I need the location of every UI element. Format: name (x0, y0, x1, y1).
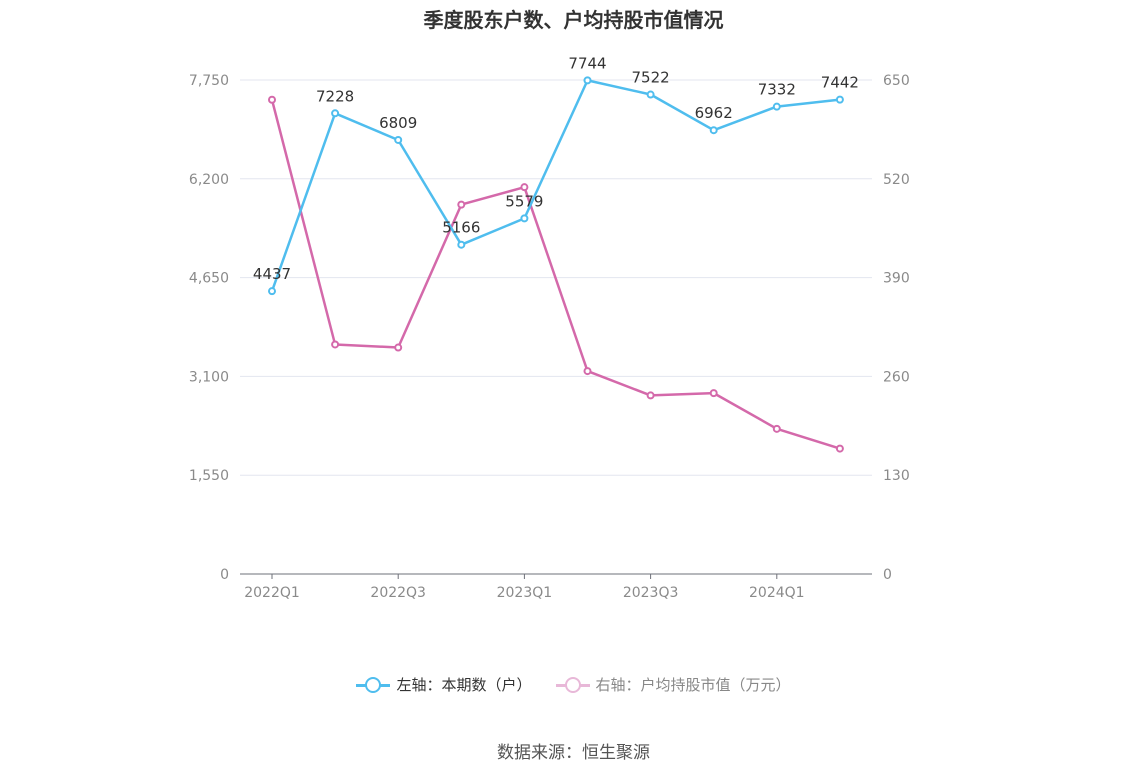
left-axis-tick-label: 0 (220, 567, 229, 583)
axes: 0 0 1,550 130 3,100 260 4,650 390 6,200 520 7,750 6… (189, 73, 910, 601)
legend-marker-blue-icon (356, 675, 391, 695)
data-point (835, 95, 844, 104)
data-label: 5166 (442, 219, 480, 237)
legend-label: 右轴：户均持股市值（万元） (595, 676, 791, 694)
data-label: 6809 (379, 114, 417, 132)
series-line (270, 79, 841, 292)
data-point (709, 126, 718, 135)
x-axis-tick-label: 2023Q1 (497, 585, 553, 601)
data-point (394, 135, 403, 144)
data-point (520, 183, 529, 192)
data-point (646, 391, 655, 400)
data-label: 7522 (632, 69, 670, 87)
left-axis-tick-label: 7,750 (189, 73, 229, 89)
x-axis-tick-label: 2022Q3 (370, 585, 426, 601)
left-axis-tick-label: 4,650 (189, 271, 229, 287)
left-axis-tick-label: 6,200 (189, 172, 229, 188)
data-point (772, 102, 781, 111)
legend-item-right-axis-series[interactable]: 右轴：户均持股市值（万元） (555, 674, 791, 695)
right-axis-tick-label: 650 (883, 73, 910, 89)
x-axis-tick-label: 2023Q3 (623, 585, 679, 601)
data-label: 7332 (758, 81, 796, 99)
left-axis-tick-label: 1,550 (189, 468, 229, 484)
data-point (331, 109, 340, 118)
data-point (394, 343, 403, 352)
left-axis-tick-label: 3,100 (189, 369, 229, 385)
data-point (457, 200, 466, 209)
data-label: 7442 (821, 74, 859, 92)
data-point (520, 214, 529, 223)
series-line (270, 99, 841, 450)
legend-label: 左轴：本期数（户） (396, 676, 532, 694)
right-axis-tick-label: 520 (883, 172, 910, 188)
data-point (835, 444, 844, 453)
x-axis-tick-label: 2024Q1 (749, 585, 805, 601)
data-label: 6962 (695, 104, 733, 122)
x-axis-tick-label: 2022Q1 (244, 585, 300, 601)
right-axis-tick-label: 390 (883, 271, 910, 287)
chart-title: 季度股东户数、户均持股市值情况 (423, 8, 724, 32)
data-point (268, 95, 276, 104)
data-point (268, 287, 276, 296)
data-point (457, 240, 466, 249)
data-point (583, 76, 592, 85)
data-label: 7228 (316, 87, 354, 105)
legend: 左轴：本期数（户） 右轴：户均持股市值（万元） (0, 674, 1147, 695)
legend-marker-pink-icon (555, 675, 590, 695)
right-axis-tick-label: 130 (883, 468, 910, 484)
data-point (331, 340, 340, 349)
data-point (583, 367, 592, 376)
data-point (772, 424, 781, 433)
right-axis-tick-label: 260 (883, 369, 910, 385)
legend-item-left-axis-series[interactable]: 左轴：本期数（户） (356, 674, 532, 695)
series-lines (268, 76, 844, 453)
right-axis-tick-label: 0 (883, 567, 892, 583)
data-labels: 4437 7228 6809 5166 5579 7744 7522 6962 7332 7442 (253, 54, 859, 283)
data-label: 5579 (505, 192, 543, 210)
source-note: 数据来源：恒生聚源 (497, 743, 650, 763)
data-point (646, 90, 655, 99)
data-label: 4437 (253, 265, 291, 283)
data-label: 7744 (568, 54, 606, 72)
data-point (709, 389, 718, 398)
